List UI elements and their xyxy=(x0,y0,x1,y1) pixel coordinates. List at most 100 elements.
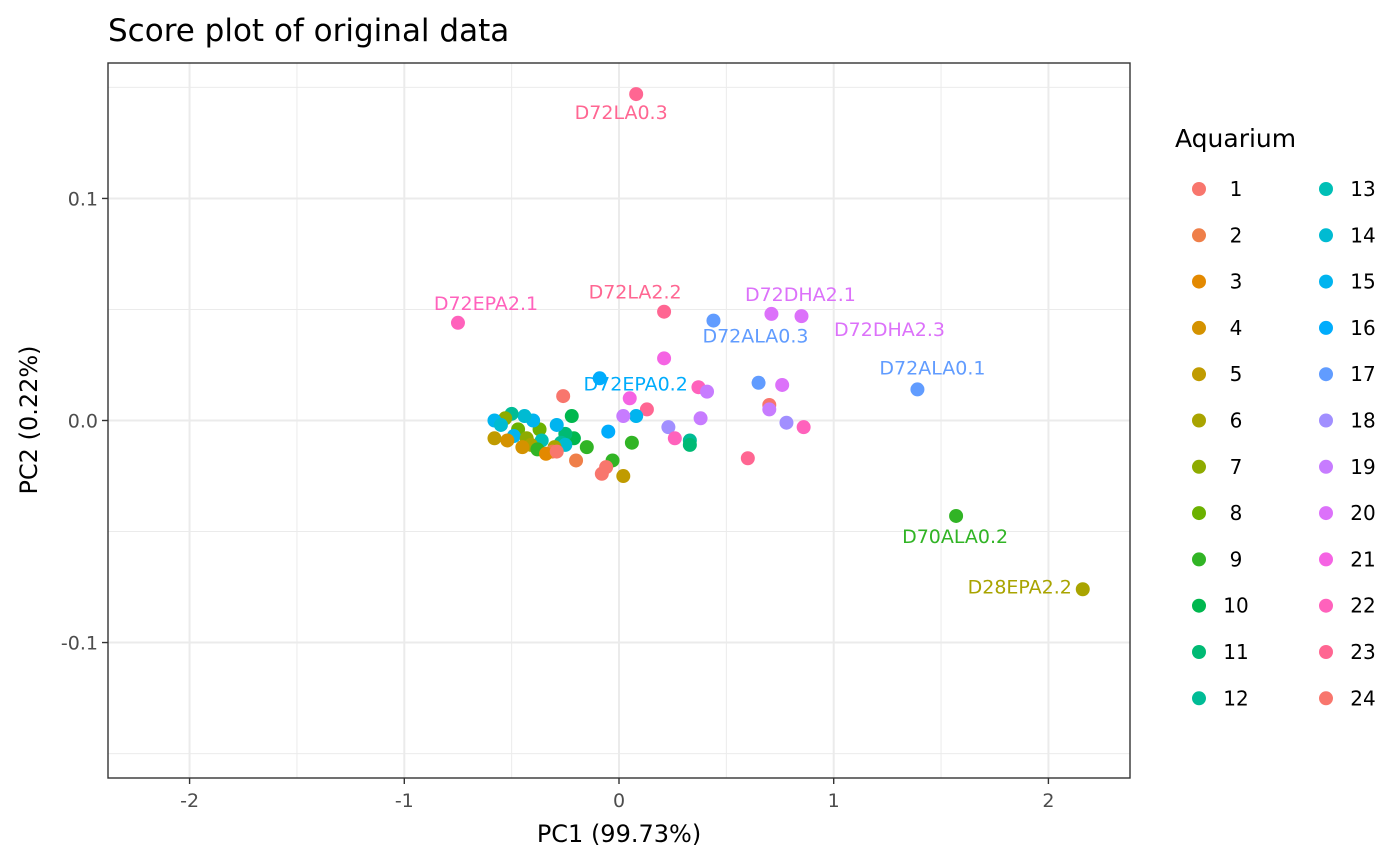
point-label: D72LA0.3 xyxy=(575,102,668,124)
legend-key xyxy=(1192,459,1206,474)
data-point xyxy=(569,453,584,468)
legend-key xyxy=(1192,367,1206,382)
legend-key xyxy=(1319,645,1333,659)
legend-label: 12 xyxy=(1223,686,1248,710)
y-tick-label: 0.1 xyxy=(68,188,98,210)
y-axis-title: PC2 (0.22%) xyxy=(15,345,43,494)
x-tick-label: 1 xyxy=(828,790,840,812)
legend-label: 9 xyxy=(1230,547,1243,571)
data-point xyxy=(549,417,564,432)
legend-label: 20 xyxy=(1350,501,1375,525)
data-point xyxy=(639,402,654,417)
data-point xyxy=(594,466,609,481)
data-point xyxy=(622,391,637,406)
data-point xyxy=(579,440,594,455)
legend-key xyxy=(1319,228,1333,243)
data-point xyxy=(616,469,631,484)
data-point xyxy=(629,87,644,102)
point-label: D72ALA0.1 xyxy=(879,357,985,379)
data-point xyxy=(910,382,925,397)
legend-key xyxy=(1192,506,1206,521)
chart-title: Score plot of original data xyxy=(108,13,509,49)
legend-key xyxy=(1192,645,1206,659)
point-label: D72DHA2.3 xyxy=(834,319,945,341)
x-axis-ticks: -2 -1 0 1 2 xyxy=(180,778,1054,812)
legend-label: 4 xyxy=(1230,316,1243,340)
legend-label: 15 xyxy=(1350,270,1375,294)
data-point xyxy=(667,431,682,446)
legend-label: 17 xyxy=(1350,362,1375,386)
legend-key xyxy=(1319,552,1333,567)
x-tick-label: -1 xyxy=(395,790,414,812)
legend-label: 24 xyxy=(1350,686,1375,710)
data-point xyxy=(700,384,715,399)
data-point xyxy=(751,375,766,390)
legend-label: 5 xyxy=(1230,362,1243,386)
legend-key xyxy=(1192,228,1206,243)
point-label: D70ALA0.2 xyxy=(902,526,1008,548)
legend-label: 6 xyxy=(1230,409,1243,433)
legend-key xyxy=(1192,552,1206,567)
legend-title: Aquarium xyxy=(1175,124,1296,153)
data-point xyxy=(450,315,465,330)
legend-label: 1 xyxy=(1230,177,1243,201)
point-label: D72EPA0.2 xyxy=(584,373,688,395)
y-axis-ticks: -0.1 0.0 0.1 xyxy=(61,188,108,655)
point-labels: D72LA0.3 D72EPA2.1 D72LA2.2 D72DHA2.1 D72DHA… xyxy=(434,102,1072,598)
data-point xyxy=(661,420,676,435)
legend-key xyxy=(1319,274,1333,289)
data-point xyxy=(487,431,502,446)
legend-key xyxy=(1319,691,1333,706)
data-point xyxy=(556,389,571,404)
data-point xyxy=(616,409,631,424)
legend-key xyxy=(1192,598,1206,613)
data-point xyxy=(657,351,672,366)
data-point xyxy=(493,417,508,432)
data-point xyxy=(775,377,790,392)
legend-label: 2 xyxy=(1230,223,1243,247)
data-point xyxy=(592,371,607,386)
legend-label: 16 xyxy=(1350,316,1375,340)
legend-key xyxy=(1319,598,1333,613)
point-label: D72DHA2.1 xyxy=(745,284,856,306)
legend-key xyxy=(1192,182,1206,196)
data-point xyxy=(515,440,530,455)
legend-label: 14 xyxy=(1350,223,1375,247)
y-tick-label: -0.1 xyxy=(61,633,98,655)
data-point xyxy=(539,446,553,461)
data-point xyxy=(949,508,964,523)
y-tick-label: 0.0 xyxy=(68,411,98,433)
legend-label: 11 xyxy=(1223,640,1248,664)
legend-key xyxy=(1319,459,1333,474)
data-point xyxy=(657,304,672,319)
data-point xyxy=(693,411,708,426)
legend-label: 13 xyxy=(1350,177,1375,201)
data-point xyxy=(601,424,616,439)
x-axis-title: PC1 (99.73%) xyxy=(537,820,701,848)
legend-key xyxy=(1319,320,1333,335)
point-label: D72EPA2.1 xyxy=(434,293,538,315)
legend-label: 19 xyxy=(1350,455,1375,479)
point-label: D72ALA0.3 xyxy=(702,326,808,348)
data-point xyxy=(779,415,794,430)
data-point xyxy=(624,435,639,450)
legend-key xyxy=(1319,506,1333,521)
x-tick-label: -2 xyxy=(180,790,199,812)
point-label: D72LA2.2 xyxy=(589,282,682,304)
legend-key xyxy=(1319,413,1333,428)
data-points xyxy=(450,87,1090,597)
data-point xyxy=(706,313,721,328)
x-tick-label: 2 xyxy=(1042,790,1054,812)
legend-label: 22 xyxy=(1350,594,1375,618)
legend-label: 3 xyxy=(1230,270,1243,294)
legend-key xyxy=(1319,367,1333,382)
legend-key xyxy=(1319,182,1333,196)
legend-key xyxy=(1192,274,1206,289)
data-point xyxy=(682,437,697,452)
data-point xyxy=(796,420,811,435)
legend-label: 23 xyxy=(1350,640,1375,664)
point-label: D28EPA2.2 xyxy=(968,576,1072,598)
data-point xyxy=(1075,582,1090,597)
